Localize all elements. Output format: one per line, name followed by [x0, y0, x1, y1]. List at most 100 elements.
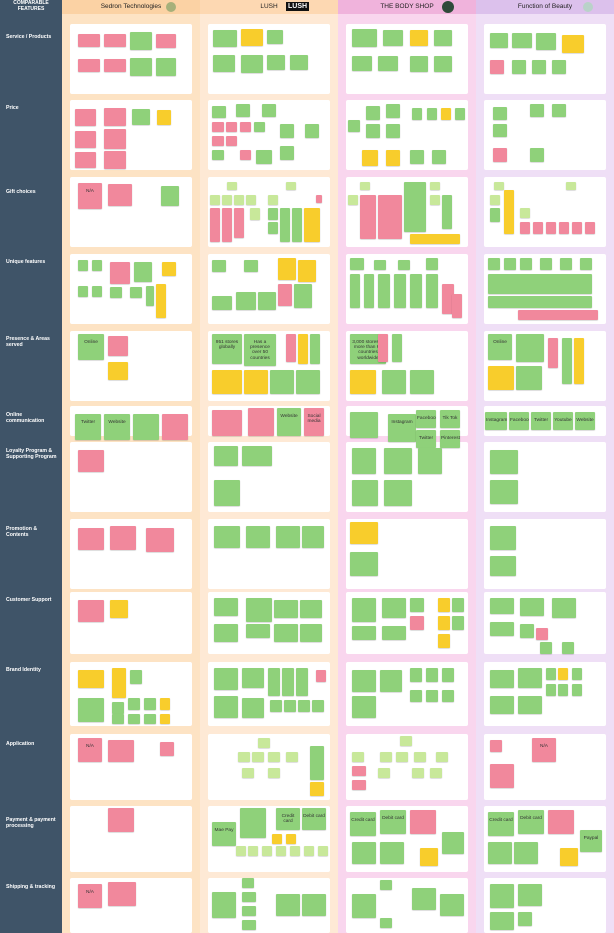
sticky-note [214, 446, 238, 466]
sticky-note [130, 58, 152, 76]
sticky-note [380, 842, 404, 864]
sticky-note [110, 262, 130, 284]
sticky-note [518, 696, 542, 714]
row-label-customer-support: Customer Support [6, 597, 52, 603]
sticky-note [398, 260, 410, 270]
sticky-note [533, 222, 543, 234]
sticky-note: Credit card [350, 812, 376, 836]
sticky-note [222, 195, 232, 205]
sticky-note [234, 208, 244, 238]
sticky-note [516, 366, 542, 390]
sticky-note [214, 624, 238, 642]
sticky-note [162, 414, 188, 440]
row-label-service-products: Service / Products [6, 34, 52, 40]
sticky-note: Mae Pay [212, 822, 236, 846]
sticky-note [490, 670, 514, 688]
sticky-note [426, 258, 438, 270]
sticky-note: Paypal [580, 830, 602, 852]
column-header-fob: Function of Beauty [476, 0, 614, 14]
sticky-note [360, 182, 370, 190]
sticky-note: Debit card [380, 810, 406, 834]
sticky-note [488, 366, 514, 390]
sticky-note [442, 284, 454, 314]
row-label-payment: Payment & payment processing [6, 817, 56, 829]
sticky-note [130, 32, 152, 50]
sticky-note [294, 284, 312, 308]
sticky-note [214, 696, 238, 718]
sticky-note [146, 286, 154, 306]
sticky-note [452, 616, 464, 630]
sticky-note [512, 60, 526, 74]
sticky-note [268, 668, 280, 696]
sticky-note [214, 598, 238, 616]
sticky-note [250, 208, 260, 220]
sticky-note [212, 410, 242, 436]
sticky-note [410, 668, 422, 682]
sticky-note [566, 182, 576, 190]
sticky-note [128, 714, 140, 724]
sticky-note [386, 104, 400, 118]
sticky-note: Debit card [302, 808, 326, 830]
sticky-note [514, 842, 538, 864]
sticky-note: 951 stores globally [212, 334, 242, 364]
sticky-note [280, 124, 294, 138]
sticky-note [310, 746, 324, 780]
sticky-note [452, 598, 464, 612]
sticky-note [104, 151, 126, 169]
column-header-sedron: Sedron Technologies [62, 0, 200, 14]
sticky-note [383, 30, 403, 46]
sticky-note: Online [78, 334, 104, 360]
sticky-note [438, 598, 450, 612]
column-title: Sedron Technologies [100, 3, 162, 10]
sticky-note [214, 668, 238, 690]
sticky-note [490, 33, 508, 48]
sticky-note [560, 258, 572, 270]
sticky-note [518, 668, 542, 688]
sticky-note [536, 33, 556, 50]
sticky-note [227, 182, 237, 190]
sticky-note [380, 918, 392, 928]
sticky-note [300, 624, 322, 642]
sticky-note [404, 182, 426, 232]
sticky-note [133, 414, 159, 440]
sticky-note [585, 222, 595, 234]
sticky-note [92, 286, 102, 297]
sticky-note [396, 752, 408, 762]
sticky-note [410, 810, 436, 834]
sticky-note [214, 526, 240, 548]
sticky-note [490, 884, 514, 908]
left-header: COMPARABLE FEATURES [13, 0, 49, 12]
sticky-note [212, 260, 226, 272]
sticky-note [278, 258, 296, 280]
sticky-note [286, 752, 298, 762]
sticky-note [552, 598, 576, 618]
sticky-note [442, 668, 454, 682]
sticky-note [488, 842, 512, 864]
sticky-note [242, 768, 254, 778]
sticky-note [128, 698, 140, 710]
sticky-note [352, 670, 376, 692]
sticky-note [162, 262, 176, 276]
sticky-note [270, 700, 282, 712]
sticky-note [490, 598, 514, 614]
sticky-note [276, 846, 286, 856]
sticky-note [490, 696, 514, 714]
sticky-note: Online [488, 334, 512, 360]
sticky-note [384, 448, 412, 474]
sticky-note [75, 109, 96, 126]
sticky-note: Website [277, 408, 301, 436]
sticky-note [440, 894, 464, 916]
sticky-note [552, 104, 566, 117]
sticky-note [366, 124, 380, 138]
sticky-note [302, 526, 324, 548]
sticky-note [298, 260, 316, 282]
sticky-note [156, 34, 176, 48]
sticky-note: Twitter [75, 414, 101, 440]
sticky-note [352, 842, 376, 864]
sticky-note [302, 894, 326, 916]
sticky-note [426, 274, 438, 308]
sticky-note [410, 598, 424, 612]
sticky-note: Instagram [485, 412, 507, 430]
sticky-note [438, 634, 450, 648]
row-label-gift-choices: Gift choices [6, 189, 36, 195]
